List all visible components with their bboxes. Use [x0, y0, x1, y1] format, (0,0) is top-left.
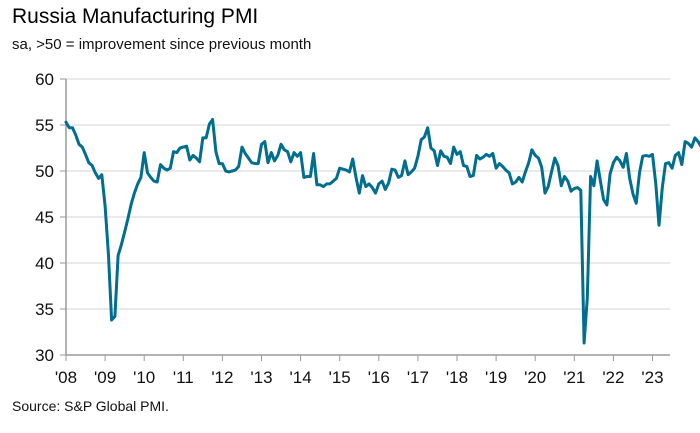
x-tick-label: '15 [329, 368, 351, 387]
y-tick-label: 35 [35, 300, 54, 319]
x-tick-label: '18 [446, 368, 468, 387]
x-tick-label: '20 [524, 368, 546, 387]
x-tick-label: '10 [133, 368, 155, 387]
x-tick-label: '19 [485, 368, 507, 387]
x-tick-label: '14 [290, 368, 312, 387]
x-tick-label: '16 [368, 368, 390, 387]
x-tick-label: '11 [173, 368, 194, 387]
series-line-pmi [64, 118, 700, 345]
y-tick-label: 55 [35, 116, 54, 135]
chart-title: Russia Manufacturing PMI [12, 5, 259, 28]
chart-subtitle: sa, >50 = improvement since previous mon… [12, 36, 312, 53]
x-tick-label: '09 [94, 368, 116, 387]
y-tick-label: 45 [35, 208, 54, 227]
x-tick-label: '12 [211, 368, 233, 387]
x-tick-label: '13 [250, 368, 272, 387]
x-tick-label: '21 [563, 368, 585, 387]
y-tick-label: 40 [35, 254, 54, 273]
y-tick-label: 30 [35, 346, 54, 365]
x-tick-label: '23 [641, 368, 663, 387]
x-tick-label: '17 [407, 368, 429, 387]
y-tick-label: 50 [35, 162, 54, 181]
y-axis: 30 35 40 45 50 55 60 [35, 70, 67, 365]
y-tick-label: 60 [35, 70, 54, 89]
source-note: Source: S&P Global PMI. [12, 398, 169, 414]
series-group [64, 118, 700, 345]
x-tick-label: '08 [55, 368, 77, 387]
x-tick-label: '22 [602, 368, 624, 387]
x-axis: '08 '09 '10 '11 '12 '13 '14 '15 '16 '17 '18 '19 '20 '… [55, 354, 670, 387]
